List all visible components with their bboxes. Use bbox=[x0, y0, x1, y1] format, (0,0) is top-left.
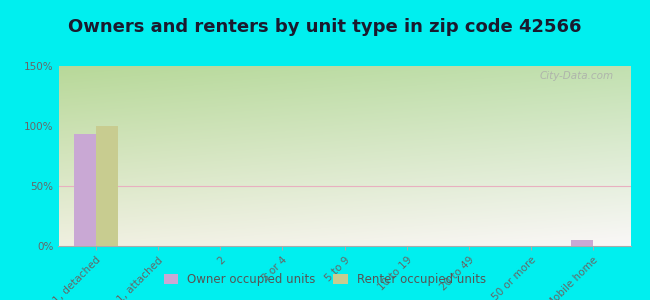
Legend: Owner occupied units, Renter occupied units: Owner occupied units, Renter occupied un… bbox=[159, 269, 491, 291]
Text: City-Data.com: City-Data.com bbox=[540, 71, 614, 81]
Bar bbox=[571, 240, 593, 246]
Bar bbox=[74, 134, 96, 246]
Text: Owners and renters by unit type in zip code 42566: Owners and renters by unit type in zip c… bbox=[68, 18, 582, 36]
Bar bbox=[96, 126, 118, 246]
